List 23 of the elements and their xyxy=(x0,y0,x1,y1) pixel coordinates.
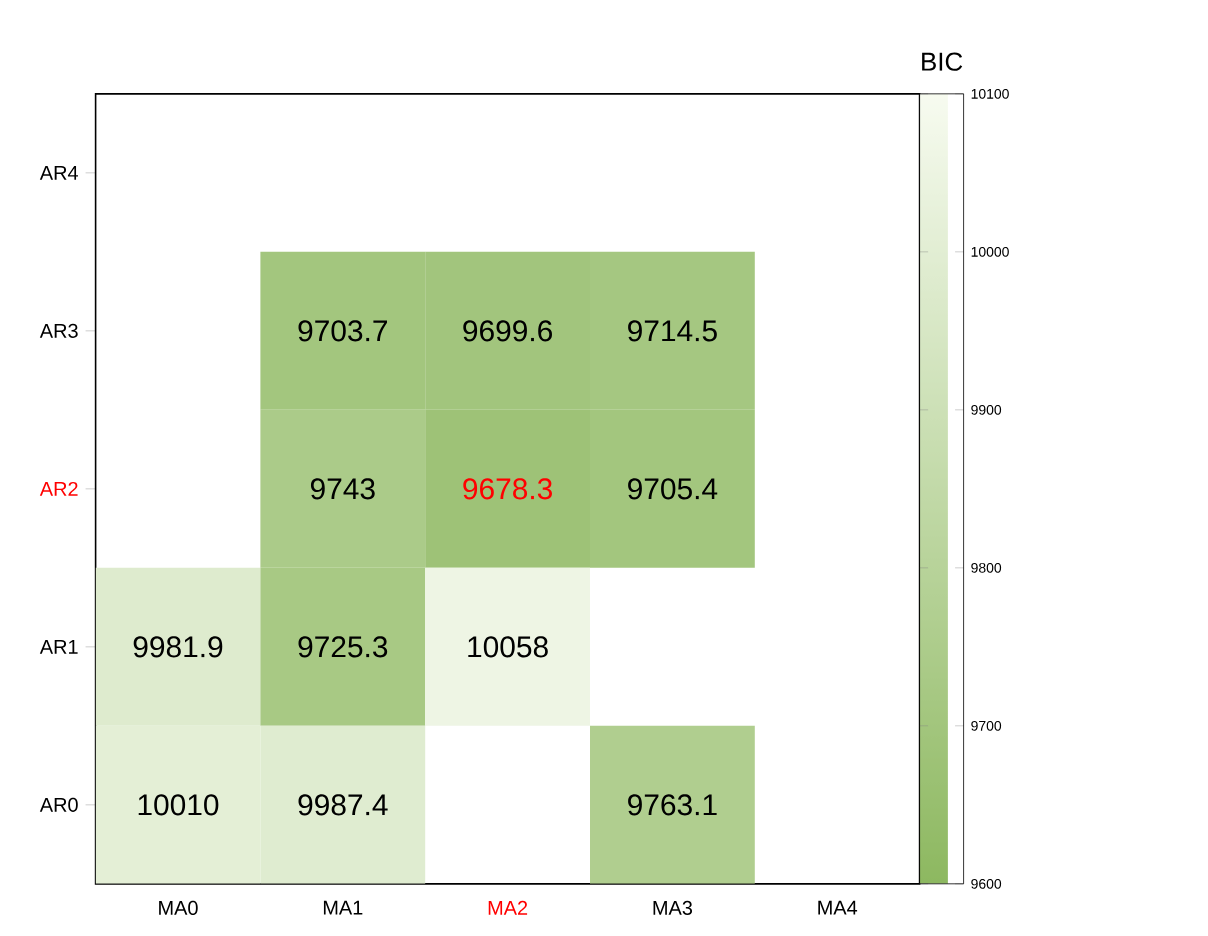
data-label: 9743 xyxy=(310,478,375,500)
y-tick-label: AR3 xyxy=(39,323,78,338)
y-tick-label: AR1 xyxy=(39,639,78,654)
data-label: 9987.4 xyxy=(298,794,388,816)
data-label: 9703.7 xyxy=(298,320,387,342)
data-label: 9699.6 xyxy=(463,320,552,342)
data-label: 9981.9 xyxy=(133,636,223,658)
data-label: 10010 xyxy=(138,794,219,816)
y-tick-label: AR2 xyxy=(39,481,78,496)
data-label: 9763.1 xyxy=(628,794,717,816)
color-bar-title: BIC xyxy=(922,52,963,71)
x-tick-label: MA4 xyxy=(818,900,858,915)
x-tick-label: MA0 xyxy=(159,900,198,915)
x-tick-label: MA2 xyxy=(488,900,528,915)
x-tick-label: MA3 xyxy=(653,900,693,915)
data-label: 9725.3 xyxy=(298,636,388,658)
y-tick-label: AR4 xyxy=(39,165,78,180)
data-label: 9678.3 xyxy=(463,478,552,500)
y-tick-label: AR0 xyxy=(39,797,78,812)
data-label: 10058 xyxy=(468,636,548,658)
data-label: 9705.4 xyxy=(628,478,718,500)
data-label: 9714.5 xyxy=(628,320,717,342)
x-tick-label: MA1 xyxy=(323,900,363,915)
